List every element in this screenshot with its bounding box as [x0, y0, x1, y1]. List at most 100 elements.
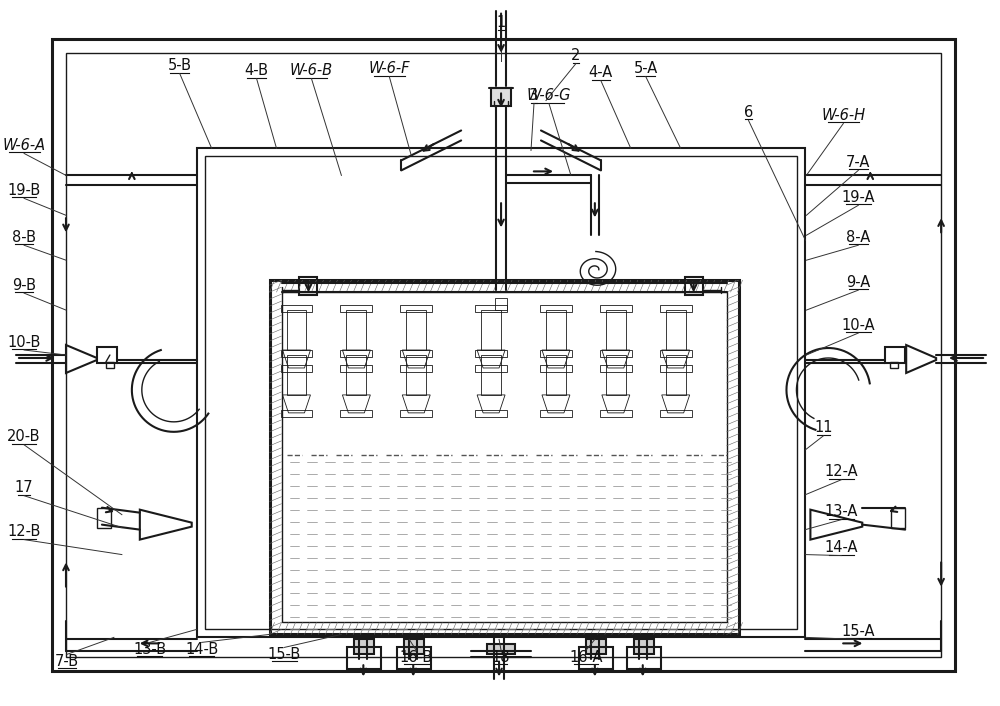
Bar	[406, 310, 426, 350]
Bar	[287, 310, 306, 350]
Text: 10-B: 10-B	[7, 335, 41, 349]
Bar	[400, 350, 432, 357]
Bar	[600, 365, 632, 372]
Bar	[600, 410, 632, 417]
Bar	[400, 305, 432, 312]
Bar	[340, 305, 372, 312]
Text: 11: 11	[814, 420, 833, 436]
Text: 18: 18	[492, 650, 510, 665]
Text: 19-B: 19-B	[7, 183, 41, 198]
Text: 4-B: 4-B	[245, 63, 269, 78]
Text: 14-A: 14-A	[825, 540, 858, 555]
Bar	[606, 355, 626, 395]
Bar	[354, 640, 374, 654]
Bar	[281, 350, 312, 357]
Text: 14-B: 14-B	[185, 642, 218, 657]
Text: 9-A: 9-A	[846, 275, 870, 289]
Bar	[281, 305, 312, 312]
Bar	[397, 647, 431, 669]
Bar	[346, 355, 366, 395]
Text: 4-A: 4-A	[589, 65, 613, 80]
Bar	[404, 640, 424, 654]
Text: W-6-G: W-6-G	[527, 88, 571, 103]
Bar	[346, 310, 366, 350]
Text: 5-A: 5-A	[634, 61, 658, 76]
Bar	[475, 305, 507, 312]
Bar	[281, 410, 312, 417]
Text: 7-A: 7-A	[846, 155, 870, 170]
Text: 5-B: 5-B	[168, 58, 192, 73]
Bar	[475, 350, 507, 357]
Text: 17: 17	[15, 480, 33, 495]
Text: 2: 2	[571, 48, 581, 63]
Bar	[475, 365, 507, 372]
Bar	[540, 305, 572, 312]
Bar	[270, 280, 739, 635]
Bar	[891, 508, 905, 527]
Bar	[634, 640, 654, 654]
Bar	[197, 148, 805, 638]
Text: 15-A: 15-A	[842, 624, 875, 639]
Bar	[281, 365, 312, 372]
Bar	[600, 350, 632, 357]
Bar	[299, 277, 317, 295]
Bar	[685, 277, 703, 295]
Bar	[400, 410, 432, 417]
Bar	[282, 292, 727, 623]
Text: 10-A: 10-A	[841, 318, 875, 333]
Bar	[890, 362, 898, 368]
Bar	[546, 310, 566, 350]
Bar	[660, 305, 692, 312]
Text: W-6-A: W-6-A	[3, 138, 46, 153]
Text: 20-B: 20-B	[7, 429, 41, 444]
Bar	[579, 647, 613, 669]
Bar	[540, 410, 572, 417]
Bar	[97, 508, 111, 527]
Bar	[540, 365, 572, 372]
Text: 16-A: 16-A	[569, 650, 603, 665]
Text: 9-B: 9-B	[12, 277, 36, 293]
Text: 15-B: 15-B	[268, 647, 301, 662]
Text: 12-B: 12-B	[7, 524, 41, 539]
Bar	[205, 157, 797, 630]
Bar	[481, 310, 501, 350]
Text: 13-A: 13-A	[825, 504, 858, 519]
Bar	[885, 347, 905, 363]
Bar	[97, 347, 117, 363]
Text: 1: 1	[496, 16, 506, 30]
Bar	[606, 310, 626, 350]
Text: W-6-H: W-6-H	[821, 108, 865, 123]
Bar	[487, 645, 515, 654]
Text: 7-B: 7-B	[55, 654, 79, 669]
Text: 13-B: 13-B	[133, 642, 166, 657]
Text: 16-B: 16-B	[400, 650, 433, 665]
Text: W-6-F: W-6-F	[369, 61, 410, 76]
Text: 6: 6	[744, 105, 753, 120]
Bar	[600, 305, 632, 312]
Bar	[400, 365, 432, 372]
Bar	[491, 88, 511, 105]
Bar	[481, 355, 501, 395]
Text: 3: 3	[529, 88, 539, 103]
Bar	[586, 640, 606, 654]
Text: 8-A: 8-A	[846, 229, 870, 245]
Bar	[340, 410, 372, 417]
Bar	[340, 350, 372, 357]
Bar	[287, 355, 306, 395]
Bar	[540, 350, 572, 357]
Bar	[495, 298, 507, 310]
Bar	[66, 53, 941, 657]
Bar	[106, 362, 114, 368]
Bar	[660, 350, 692, 357]
Bar	[347, 647, 381, 669]
Bar	[666, 310, 686, 350]
Text: 8-B: 8-B	[12, 229, 36, 245]
Bar	[660, 365, 692, 372]
Bar	[627, 647, 661, 669]
Bar	[666, 355, 686, 395]
Bar	[406, 355, 426, 395]
Bar	[340, 365, 372, 372]
Bar	[52, 39, 955, 671]
Text: 12-A: 12-A	[825, 465, 858, 479]
Text: W-6-B: W-6-B	[290, 63, 333, 78]
